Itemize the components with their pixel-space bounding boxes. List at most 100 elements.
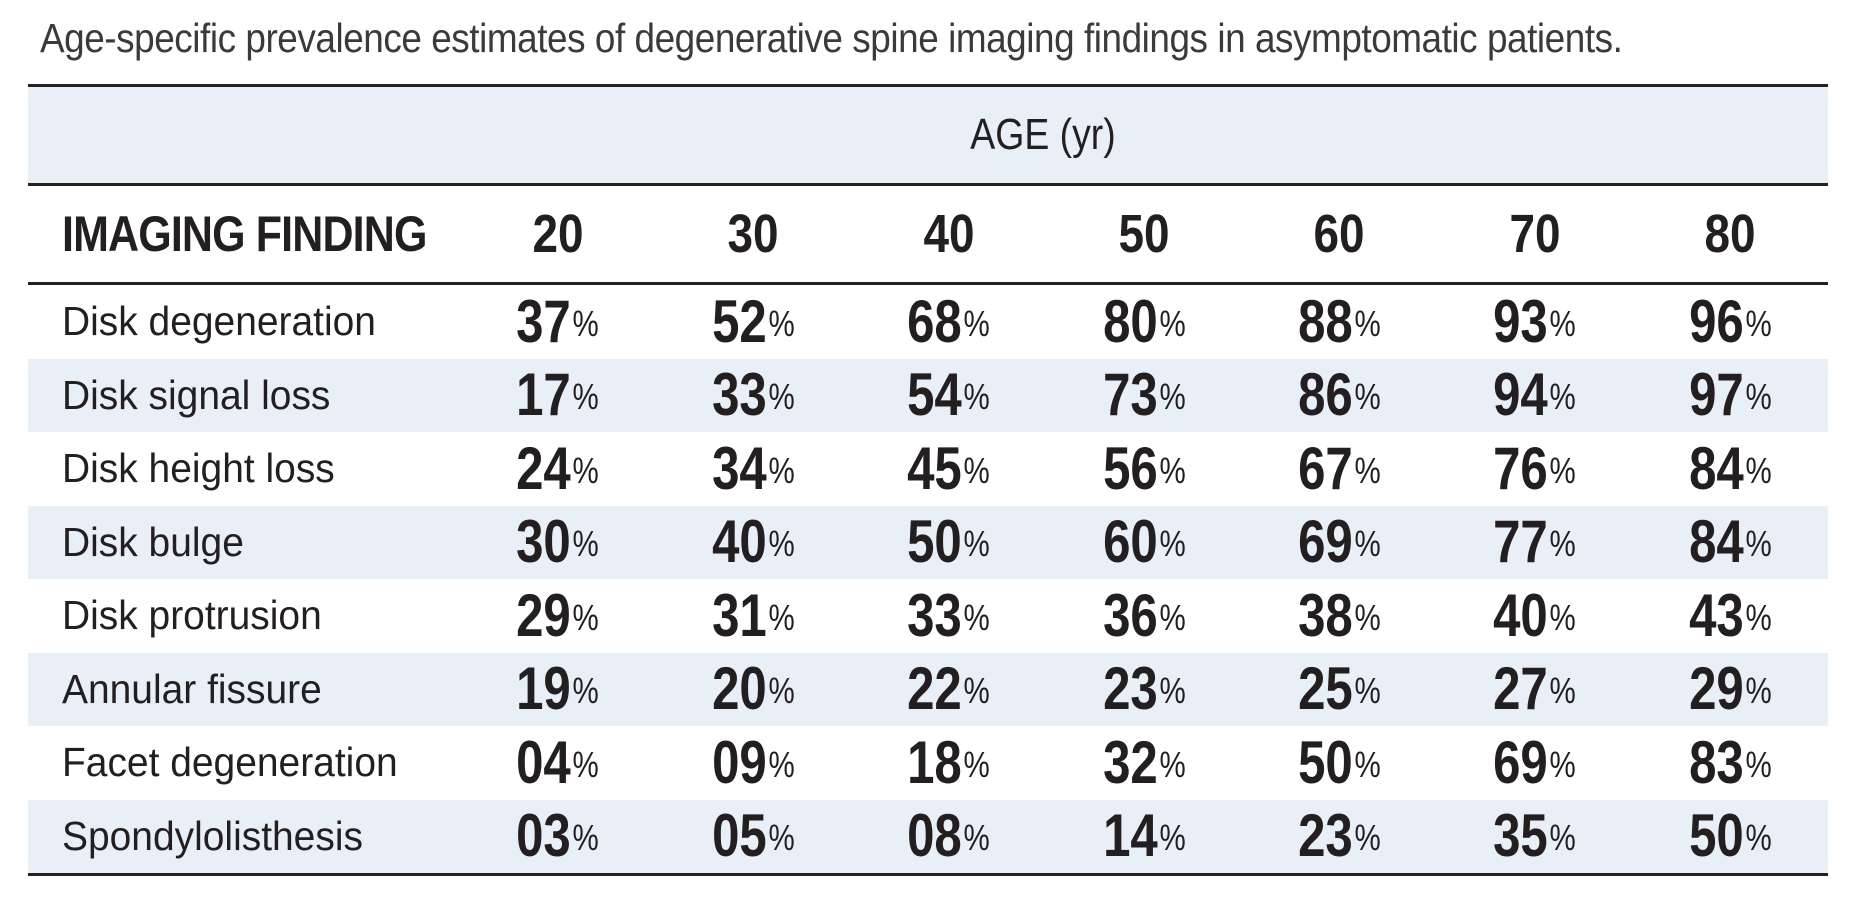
percent-sign: % <box>572 302 600 344</box>
percent-value: 50% <box>907 508 990 576</box>
value-cell: 84% <box>1633 434 1828 502</box>
percent-sign: % <box>963 302 990 344</box>
age-band-label-text: AGE (yr) <box>970 110 1116 159</box>
value-cell: 14% <box>1046 806 1241 866</box>
percent-sign: % <box>768 449 795 491</box>
value-cell: 40% <box>655 512 850 572</box>
column-header-age-text: 80 <box>1704 204 1756 264</box>
percent-sign: % <box>963 449 990 491</box>
column-header-age-text: 40 <box>923 204 975 264</box>
percent-value: 03% <box>516 802 600 870</box>
value-cell: 83% <box>1633 732 1828 793</box>
value-cell: 23% <box>1046 659 1241 719</box>
percent-value: 43% <box>1688 581 1772 649</box>
value-cell: 54% <box>851 365 1046 425</box>
percent-value: 50% <box>1688 802 1772 870</box>
percent-sign: % <box>768 743 795 785</box>
percent-value: 76% <box>1493 434 1577 502</box>
row-label-cell: Annular fissure <box>28 665 460 712</box>
percent-value: 40% <box>711 508 795 576</box>
percent-sign: % <box>768 523 795 565</box>
percent-sign: % <box>1354 670 1381 712</box>
percent-sign: % <box>1549 523 1577 565</box>
percent-value: 94% <box>1493 361 1577 429</box>
column-header-age-60: 60 <box>1242 207 1437 261</box>
value-cell: 97% <box>1633 365 1828 425</box>
prevalence-table: AGE (yr) IMAGING FINDING 20 30 40 50 60 70 80 … <box>28 84 1828 876</box>
age-band-label: AGE (yr) <box>958 110 1129 160</box>
percent-value: 84% <box>1688 434 1772 502</box>
figure-caption-text: Age-specific prevalence estimates of deg… <box>40 15 1623 61</box>
percent-value: 14% <box>1102 802 1186 870</box>
value-cell: 94% <box>1437 365 1632 425</box>
percent-sign: % <box>963 376 990 418</box>
percent-sign: % <box>768 596 795 638</box>
row-label: Facet degeneration <box>62 739 398 786</box>
value-cell: 23% <box>1242 806 1437 866</box>
column-header-age-50: 50 <box>1046 207 1241 261</box>
value-cell: 76% <box>1437 434 1632 502</box>
percent-value: 93% <box>1493 287 1577 355</box>
percent-value: 88% <box>1298 287 1381 355</box>
value-cell: 24% <box>460 434 655 502</box>
percent-sign: % <box>1549 449 1577 491</box>
percent-value: 25% <box>1298 655 1381 723</box>
percent-value: 68% <box>907 287 990 355</box>
percent-value: 69% <box>1298 508 1381 576</box>
table-row: Annular fissure 19% 20% 22% 23% 25% 27% 29% <box>28 652 1828 726</box>
percent-value: 60% <box>1102 508 1186 576</box>
percent-sign: % <box>572 376 600 418</box>
value-cell: 50% <box>1242 732 1437 793</box>
percent-sign: % <box>1549 302 1577 344</box>
percent-value: 23% <box>1298 802 1381 870</box>
table-row: Disk height loss 24% 34% 45% 56% 67% 76% 84% <box>28 432 1828 506</box>
percent-value: 35% <box>1493 802 1577 870</box>
value-cell: 50% <box>1633 806 1828 866</box>
percent-sign: % <box>572 817 600 859</box>
figure-caption: Age-specific prevalence estimates of deg… <box>40 16 1798 62</box>
percent-value: 45% <box>907 434 990 502</box>
percent-value: 96% <box>1688 287 1772 355</box>
value-cell: 77% <box>1437 512 1632 572</box>
row-label: Disk signal loss <box>62 371 331 418</box>
percent-value: 33% <box>711 361 795 429</box>
table-row: Spondylolisthesis 03% 05% 08% 14% 23% 35% 50% <box>28 799 1828 873</box>
percent-value: 20% <box>711 655 795 723</box>
percent-value: 23% <box>1102 655 1186 723</box>
column-header-age-40: 40 <box>851 207 1046 261</box>
percent-value: 31% <box>711 581 795 649</box>
percent-sign: % <box>963 817 990 859</box>
value-cell: 86% <box>1242 365 1437 425</box>
table-row: Facet degeneration 04% 09% 18% 32% 50% 69% 83% <box>28 726 1828 800</box>
row-label-cell: Disk bulge <box>28 521 460 563</box>
table-row: Disk signal loss 17% 33% 54% 73% 86% 94% 97% <box>28 358 1828 432</box>
percent-sign: % <box>1159 596 1186 638</box>
percent-sign: % <box>1745 523 1772 565</box>
value-cell: 68% <box>851 287 1046 355</box>
value-cell: 20% <box>655 659 850 719</box>
row-label: Disk protrusion <box>62 592 322 639</box>
row-label: Annular fissure <box>62 665 322 712</box>
percent-value: 33% <box>907 581 990 649</box>
value-cell: 45% <box>851 434 1046 502</box>
column-header-age-20: 20 <box>460 207 655 261</box>
value-cell: 88% <box>1242 287 1437 355</box>
row-label: Disk degeneration <box>62 298 376 345</box>
percent-value: 27% <box>1493 655 1577 723</box>
percent-value: 37% <box>516 287 600 355</box>
value-cell: 27% <box>1437 659 1632 719</box>
value-cell: 18% <box>851 728 1046 796</box>
percent-sign: % <box>1159 743 1186 785</box>
table-row: Disk bulge 30% 40% 50% 60% 69% 77% 84% <box>28 505 1828 579</box>
percent-value: 24% <box>516 434 600 502</box>
value-cell: 56% <box>1046 438 1241 499</box>
percent-value: 18% <box>907 728 990 796</box>
percent-sign: % <box>1745 449 1772 491</box>
row-label-cell: Disk signal loss <box>28 371 460 418</box>
column-header-age-text: 30 <box>727 204 779 264</box>
percent-sign: % <box>572 596 600 638</box>
percent-value: 73% <box>1102 361 1186 429</box>
percent-sign: % <box>1549 596 1577 638</box>
value-cell: 33% <box>851 581 1046 649</box>
